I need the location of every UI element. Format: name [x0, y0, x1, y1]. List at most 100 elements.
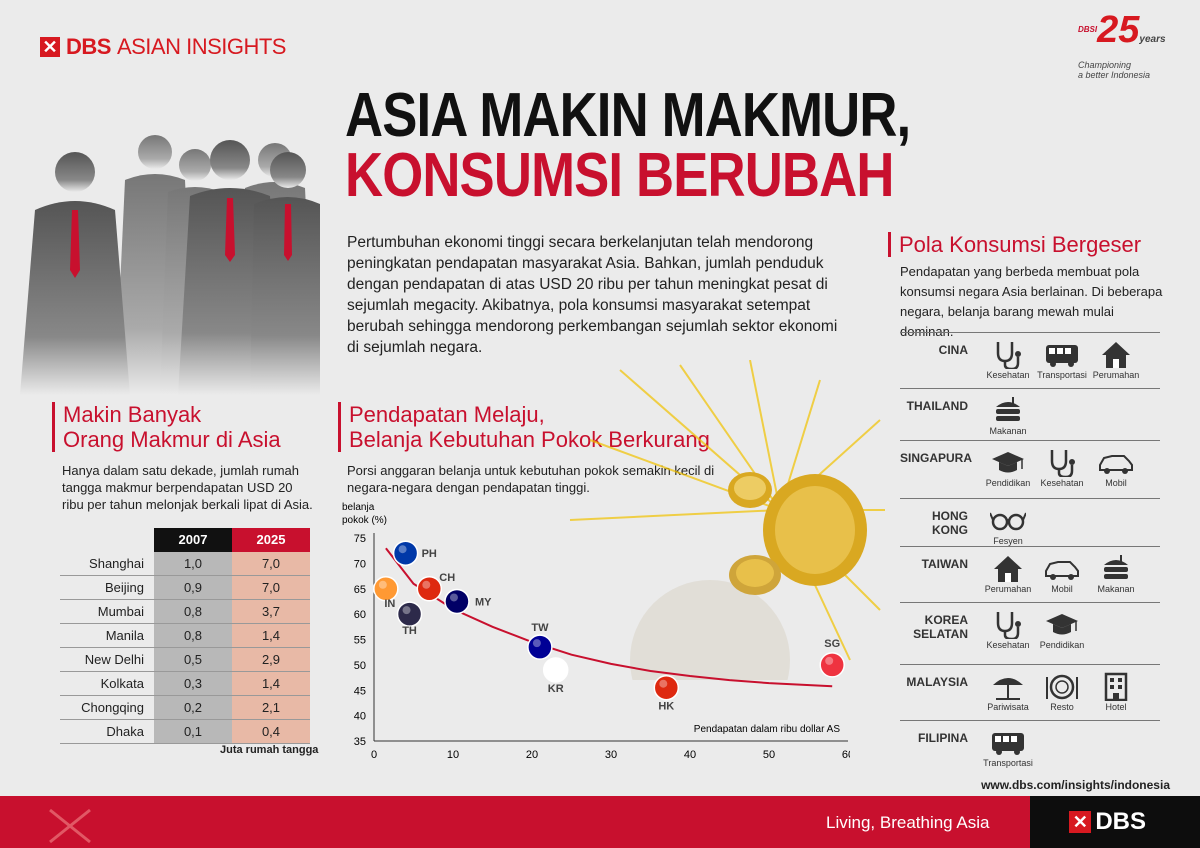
left-section-desc: Hanya dalam satu dekade, jumlah rumah ta… [62, 463, 313, 512]
footer-dark-panel [1030, 796, 1200, 848]
y-axis-label-line2: pokok (%) [342, 515, 387, 526]
city-name: Dhaka [106, 724, 144, 739]
food-icon [1104, 555, 1128, 579]
flag-marker-th [396, 601, 423, 627]
middle-section-desc: Porsi anggaran belanja untuk kebutuhan p… [347, 463, 715, 495]
category-icons: Fesyen [986, 505, 1030, 546]
stethoscope-icon [996, 612, 1021, 639]
city-name: Kolkata [100, 676, 144, 691]
affluent-households-table: 2007 2025 Shanghai 1,0 7,0 Beijing 0,9 7,0 Mum… [60, 528, 310, 744]
point-label: CH [439, 572, 455, 584]
category-label: Mobil [1051, 584, 1073, 594]
dbs-x-icon: ✕ [40, 37, 60, 57]
trend-line [385, 547, 833, 688]
category-label: Fesyen [993, 536, 1023, 546]
graduation-cap-icon [992, 452, 1024, 473]
right-section-desc: Pendapatan yang berbeda membuat pola kon… [900, 264, 1163, 339]
value-2007: 0,3 [154, 672, 232, 695]
country-name: CINA [938, 343, 968, 357]
flag-marker-ch [416, 576, 443, 602]
category-label: Pendidikan [1039, 640, 1085, 650]
x-tick-label: 0 [371, 749, 377, 761]
value-2007: 0,2 [154, 696, 232, 719]
value-2007: 0,9 [154, 576, 232, 599]
bus-icon [992, 733, 1024, 755]
country-row: HONG KONG Fesyen [900, 498, 1160, 546]
value-2007: 0,8 [154, 624, 232, 647]
anniv-number: 25 [1097, 9, 1140, 51]
category-icons: Perumahan Mobil Makanan [985, 553, 1138, 594]
flag-marker-in [373, 576, 399, 602]
category-item: Mobil [1040, 553, 1084, 594]
flag-marker-ph [392, 540, 419, 566]
footer-dbs-logo: ✕ DBS [1069, 808, 1146, 836]
country-name: HONG KONG [932, 509, 968, 537]
right-section-heading: Pola Konsumsi Bergeser [888, 232, 1168, 257]
category-item: Mobil [1094, 447, 1138, 488]
graduation-cap-icon [1046, 614, 1078, 635]
value-2025: 2,1 [232, 696, 310, 719]
anniv-tagline-1: Championing [1078, 60, 1132, 70]
country-row: CINA Kesehatan Transportasi Perumahan [900, 332, 1160, 388]
bus-icon [1046, 345, 1078, 367]
house-icon [994, 556, 1022, 582]
flag-marker-my [444, 588, 470, 615]
value-2007: 0,5 [154, 648, 232, 671]
value-2025: 7,0 [232, 552, 310, 575]
city-name: Shanghai [89, 556, 144, 571]
point-ch: CH [416, 572, 455, 602]
footer-dbs-text: DBS [1095, 808, 1146, 835]
category-label: Kesehatan [1040, 478, 1084, 488]
city-name: New Delhi [84, 652, 144, 667]
category-item: Perumahan [985, 553, 1031, 594]
website-url: www.dbs.com/insights/indonesia [981, 778, 1170, 792]
consumption-pattern-list: CINA Kesehatan Transportasi Perumahan THAILA… [900, 332, 1160, 772]
x-tick-label: 60 [842, 749, 850, 761]
category-item: Makanan [986, 395, 1030, 436]
stethoscope-icon [996, 342, 1021, 369]
category-icons: Pariwisata Resto Hotel [986, 671, 1138, 712]
marker-highlight [422, 580, 431, 589]
category-item: Pendidikan [986, 447, 1030, 488]
country-row: TAIWAN Perumahan Mobil Makanan [900, 546, 1160, 602]
country-name: THAILAND [906, 399, 968, 413]
point-hk: HK [653, 674, 680, 713]
main-title-line1: ASIA MAKIN MAKMUR, [345, 81, 911, 150]
middle-section-heading: Pendapatan Melaju, Belanja Kebutuhan Pok… [338, 402, 758, 452]
city-name: Mumbai [97, 604, 144, 619]
value-2025: 7,0 [232, 576, 310, 599]
marker-highlight [825, 656, 834, 665]
category-label: Mobil [1105, 478, 1127, 488]
x-axis-label: Pendapatan dalam ribu dollar AS [694, 724, 841, 735]
table-row: Shanghai 1,0 7,0 [60, 552, 310, 576]
point-label: PH [422, 548, 437, 560]
car-icon [1045, 561, 1079, 580]
category-label: Makanan [989, 426, 1027, 436]
y-tick-label: 40 [354, 711, 366, 723]
category-label: Hotel [1105, 702, 1127, 712]
country-name: MALAYSIA [906, 675, 968, 689]
left-heading-line1: Makin Banyak [63, 402, 202, 427]
marker-highlight [548, 661, 557, 670]
category-label: Pendidikan [985, 478, 1031, 488]
col-2025: 2025 [232, 528, 310, 552]
category-label: Kesehatan [986, 640, 1030, 650]
y-tick-label: 70 [354, 558, 366, 570]
marker-highlight [398, 545, 407, 554]
category-item: Transportasi [1037, 339, 1087, 380]
category-item: Makanan [1094, 553, 1138, 594]
glasses-icon [990, 512, 1026, 531]
point-th: TH [396, 601, 423, 637]
marker-highlight [449, 593, 458, 602]
y-axis-label-line1: belanja [342, 502, 375, 513]
country-row: MALAYSIA Pariwisata Resto Hotel [900, 664, 1160, 720]
category-item: Kesehatan [1040, 447, 1084, 488]
income-vs-spending-chart: 35 40 45 50 55 60 65 70 75 0 10 20 30 40 50 60 PH IN CH MY… [342, 502, 850, 761]
point-label: SG [824, 638, 840, 650]
brand-dbs: DBS [66, 34, 111, 59]
footer-emblem-icon [49, 808, 91, 844]
category-label: Perumahan [1092, 370, 1140, 380]
restaurant-icon [1046, 674, 1078, 700]
country-row: KOREA SELATAN Kesehatan Pendidikan [900, 602, 1160, 664]
country-name: TAIWAN [921, 557, 968, 571]
